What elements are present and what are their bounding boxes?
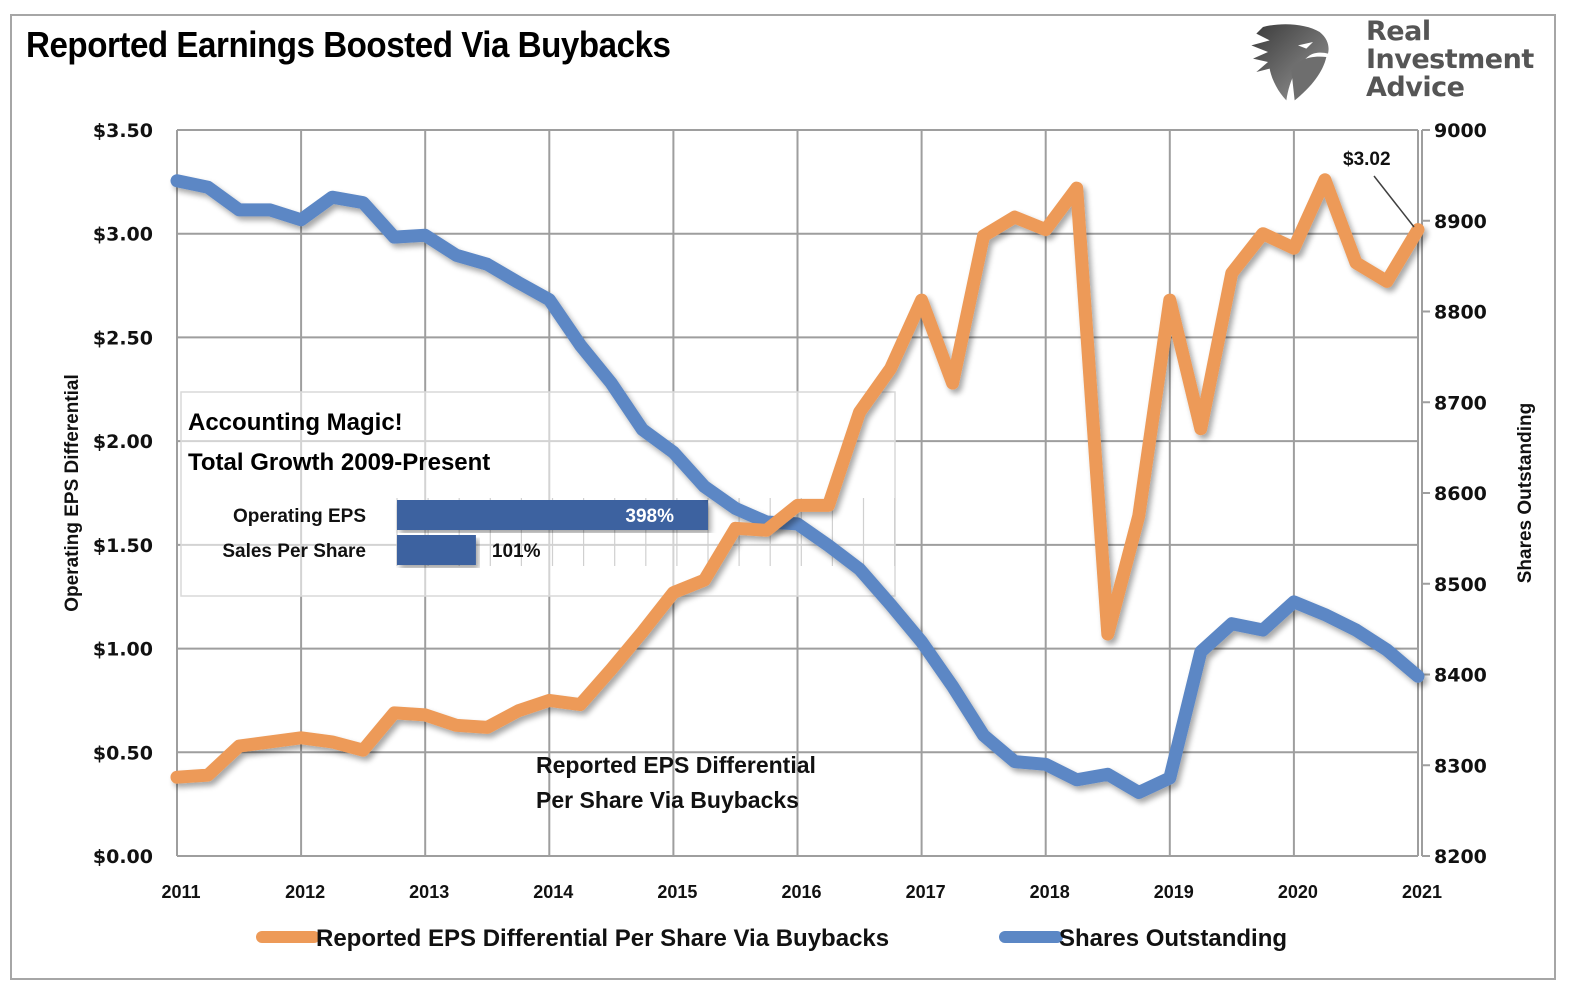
series-lines (170, 173, 1425, 799)
legend-item-shares[interactable]: Shares Outstanding (999, 925, 1287, 952)
y-right-tick-label: 9000 (1434, 120, 1487, 142)
brand-line-1: Real (1366, 16, 1431, 47)
brand-line-2: Investment (1366, 44, 1534, 75)
y-left-tick-label: $2.50 (93, 327, 153, 349)
inset-bar (397, 500, 708, 530)
x-tick-label: 2011 (161, 882, 200, 902)
x-tick-label: 2013 (409, 882, 449, 902)
y-right-tick-label: 8600 (1434, 483, 1487, 505)
series-line-eps-differential (170, 173, 1425, 784)
series-annotation-line-2: Per Share Via Buybacks (536, 787, 799, 813)
inset-title-line-1: Accounting Magic! (188, 409, 403, 436)
x-tick-label: 2020 (1278, 882, 1318, 902)
y-right-tick-label: 8700 (1434, 392, 1487, 414)
brand-logo-text: Real Investment Advice (1366, 18, 1534, 102)
y-right-tick-label: 8500 (1434, 574, 1487, 596)
y-left-tick-label: $3.00 (93, 224, 153, 246)
inset-title-line-2: Total Growth 2009-Present (188, 449, 490, 476)
inset-background (180, 391, 896, 597)
inset-category-label: Sales Per Share (222, 541, 366, 562)
inset-bars: Operating EPS 398% Sales Per Share 101% (222, 500, 708, 565)
x-tick-label: 2014 (533, 882, 573, 902)
y-axis-right-title: Shares Outstanding (1515, 403, 1536, 584)
y-left-tick-label: $1.50 (93, 535, 153, 557)
x-axis: 2011 2012 2013 2014 2015 2016 2017 2018 2019 2020… (161, 882, 1442, 902)
x-tick-label: 2019 (1154, 882, 1194, 902)
inset-bar (397, 535, 476, 565)
x-tick-label: 2021 (1402, 882, 1442, 902)
y-right-tick-label: 8200 (1434, 846, 1487, 868)
inset-bar-value-label: 398% (625, 506, 674, 527)
y-axis-right: 8200 8300 8400 8500 8600 8700 8800 8900 9000 (1422, 120, 1487, 868)
y-right-tick-label: 8800 (1434, 302, 1487, 324)
x-tick-label: 2016 (781, 882, 821, 902)
data-label-leader-line (1373, 175, 1415, 228)
legend-item-eps[interactable]: Reported EPS Differential Per Share Via … (256, 925, 889, 952)
brand-line-3: Advice (1366, 72, 1465, 103)
y-left-tick-label: $1.00 (93, 639, 153, 661)
series-annotation-line-1: Reported EPS Differential (536, 752, 816, 778)
x-tick-label: 2015 (657, 882, 697, 902)
y-left-tick-label: $2.00 (93, 431, 153, 453)
y-left-tick-label: $0.00 (93, 846, 153, 868)
legend-label-eps: Reported EPS Differential Per Share Via … (316, 925, 889, 952)
y-axis-left-title: Operating EPS Differential (62, 374, 83, 612)
y-right-tick-label: 8300 (1434, 755, 1487, 777)
inset-bar-chart: Accounting Magic! Total Growth 2009-Pres… (180, 391, 896, 597)
y-left-tick-label: $0.50 (93, 742, 153, 764)
x-tick-label: 2012 (285, 882, 325, 902)
inset-bar-value-label: 101% (492, 541, 541, 562)
y-right-tick-label: 8400 (1434, 665, 1487, 687)
y-left-tick-label: $3.50 (93, 120, 153, 142)
x-tick-label: 2017 (906, 882, 946, 902)
last-value-data-label: $3.02 (1343, 149, 1391, 170)
x-tick-label: 2018 (1030, 882, 1070, 902)
legend-label-shares: Shares Outstanding (1059, 925, 1287, 952)
inset-category-label: Operating EPS (233, 506, 366, 527)
y-axis-left: $0.00 $0.50 $1.00 $1.50 $2.00 $2.50 $3.00 $3.50 (93, 120, 153, 868)
legend: Reported EPS Differential Per Share Via … (256, 925, 1287, 952)
y-right-tick-label: 8900 (1434, 211, 1487, 233)
series-line-shares-outstanding (170, 174, 1425, 799)
eagle-head-icon (1251, 24, 1329, 101)
chart-title: Reported Earnings Boosted Via Buybacks (26, 24, 671, 65)
